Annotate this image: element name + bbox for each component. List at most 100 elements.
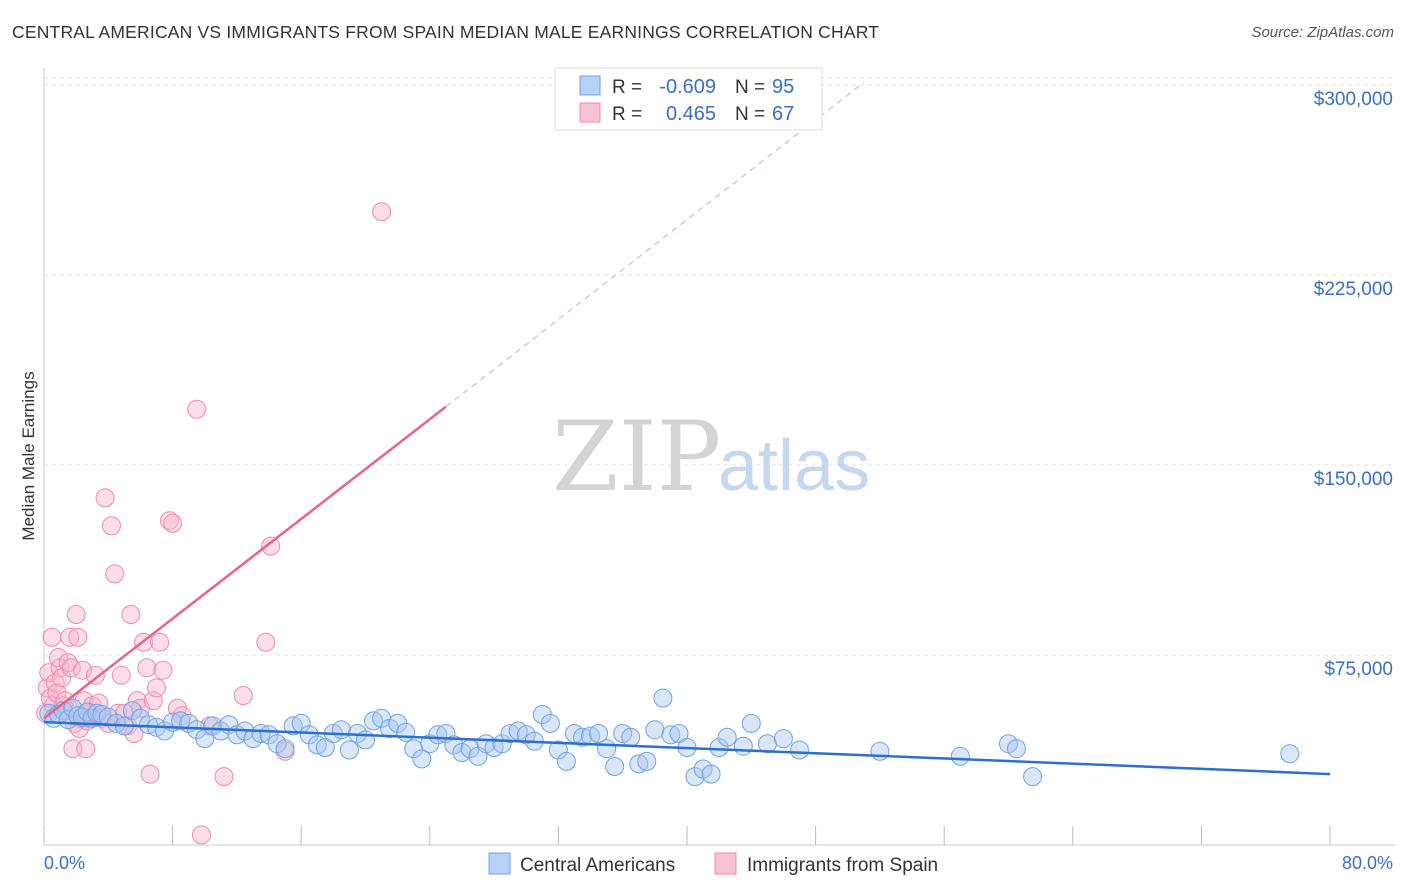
data-point	[214, 767, 234, 787]
legend-r-label-1: R =	[612, 77, 642, 98]
data-point	[106, 713, 126, 733]
data-point	[396, 722, 416, 742]
data-point	[356, 730, 375, 750]
data-point	[645, 720, 665, 740]
data-point	[307, 735, 327, 755]
y-tick-label: $225,000	[1314, 279, 1393, 300]
data-point	[516, 725, 536, 745]
x-tick-label-max: 80.0%	[1342, 853, 1393, 873]
data-point	[85, 665, 105, 685]
data-point	[105, 564, 125, 584]
data-point	[150, 632, 170, 652]
data-point	[629, 754, 649, 774]
legend-n-value-1: 95	[772, 76, 794, 98]
data-point	[589, 724, 609, 743]
series-central-americans	[39, 688, 1300, 787]
data-point	[102, 516, 121, 536]
data-point	[66, 605, 86, 624]
legend-r-label-2: R =	[612, 104, 642, 125]
data-point	[605, 757, 625, 776]
data-point	[68, 627, 88, 647]
data-point	[108, 703, 128, 723]
data-point	[733, 736, 753, 756]
legend-n-label-1: N =	[735, 77, 765, 98]
legend-n-value-2: 67	[772, 103, 794, 125]
data-point	[1280, 744, 1300, 764]
data-point	[709, 738, 729, 757]
legend-n-label-2: N =	[735, 104, 765, 125]
data-point	[256, 632, 276, 652]
data-point	[597, 739, 617, 759]
data-point	[492, 734, 512, 754]
data-point	[870, 741, 890, 761]
data-point	[251, 724, 271, 743]
data-point	[153, 660, 173, 680]
y-tick-label: $75,000	[1324, 659, 1393, 680]
x-ticks	[43, 826, 1331, 845]
data-point	[661, 725, 681, 745]
data-point	[163, 513, 183, 533]
data-point	[76, 739, 96, 759]
watermark-zip: ZIP	[552, 401, 721, 513]
data-point	[60, 627, 80, 647]
data-point	[1023, 767, 1043, 787]
data-point	[331, 720, 351, 740]
data-point	[45, 673, 65, 693]
data-point	[143, 691, 163, 711]
bottom-legend-swatch-blue	[488, 852, 511, 875]
data-point	[573, 727, 592, 747]
data-point	[63, 739, 83, 759]
data-point	[130, 708, 150, 728]
legend-r-value-1: -0.609	[659, 76, 716, 98]
data-point	[275, 739, 295, 759]
data-point	[444, 735, 464, 755]
data-point	[339, 740, 359, 760]
data-point	[773, 729, 793, 749]
data-point	[685, 767, 705, 787]
data-point	[137, 658, 157, 678]
source-label: Source: ZipAtlas.com	[1251, 24, 1394, 41]
bottom-legend-label-pink: Immigrants from Spain	[747, 855, 938, 876]
legend-r-value-2: 0.465	[666, 103, 716, 125]
data-point	[315, 738, 335, 757]
data-point	[192, 825, 211, 845]
data-point	[98, 707, 118, 727]
data-point	[147, 678, 166, 698]
data-point	[111, 665, 131, 685]
data-point	[47, 683, 67, 703]
axes	[43, 68, 1395, 846]
data-point	[61, 658, 81, 678]
data-point	[49, 648, 68, 667]
bottom-legend-swatch-pink	[714, 852, 737, 875]
data-point	[372, 202, 392, 222]
legend-swatch-blue	[579, 75, 601, 96]
data-point	[261, 536, 281, 556]
chart-title: CENTRAL AMERICAN VS IMMIGRANTS FROM SPAI…	[12, 22, 880, 42]
data-point	[283, 716, 303, 736]
data-point	[790, 740, 809, 760]
data-point	[364, 711, 383, 731]
data-point	[171, 711, 191, 731]
series-immigrants-from-spain	[36, 202, 392, 845]
y-axis-title: Median Male Earnings	[19, 371, 38, 540]
trend-lines	[43, 81, 1331, 776]
y-tick-labels: $75,000 $150,000 $225,000 $300,000	[1314, 89, 1393, 680]
grid	[44, 77, 1395, 656]
trend-line-immigrants-from-spain	[43, 405, 447, 720]
data-point	[741, 713, 761, 733]
data-point	[73, 660, 93, 680]
data-point	[540, 713, 560, 733]
data-point	[621, 727, 641, 747]
data-point	[412, 749, 432, 769]
data-point	[140, 764, 160, 784]
data-point	[950, 746, 970, 766]
data-point	[39, 663, 59, 683]
data-point	[159, 511, 179, 531]
watermark-atlas: atlas	[718, 426, 870, 506]
data-point	[299, 725, 319, 745]
y-tick-label: $150,000	[1314, 469, 1393, 490]
data-point	[121, 605, 141, 624]
data-point	[233, 686, 253, 705]
data-point	[653, 688, 673, 708]
trend-line-extension	[445, 81, 865, 408]
